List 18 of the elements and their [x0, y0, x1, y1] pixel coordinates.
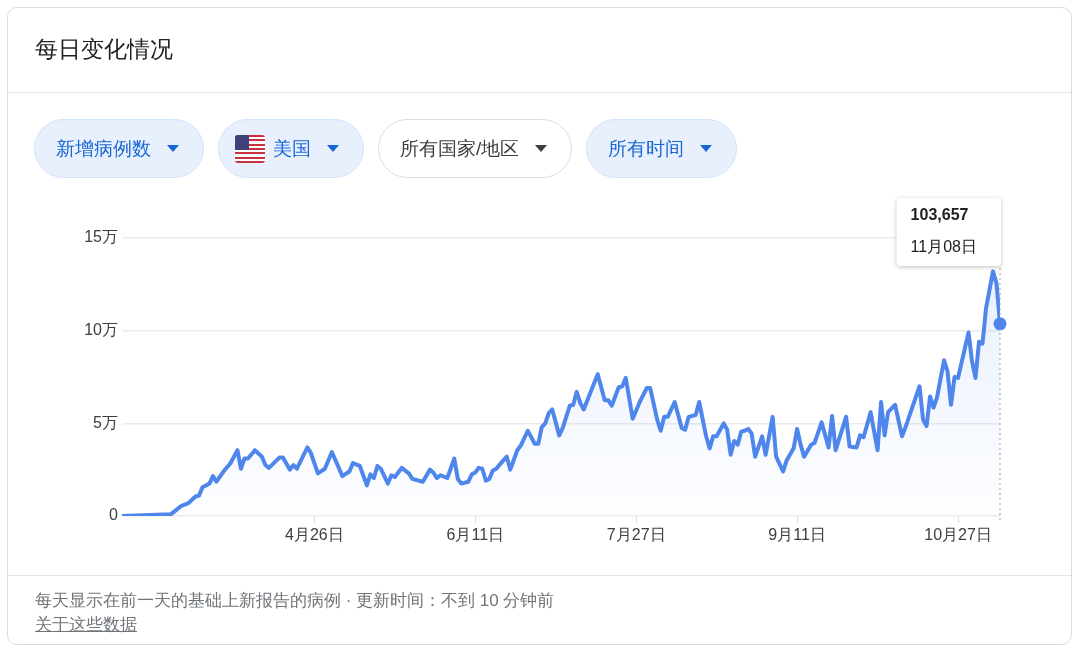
y-tick-label: 15万: [84, 228, 118, 246]
y-tick-label: 10万: [84, 321, 118, 339]
dropdown-button: 所有时间: [586, 119, 738, 178]
x-tick-label: 7月27日: [606, 526, 666, 544]
y-tick-label: 0: [109, 506, 119, 524]
chart-title: 每日变化情况: [35, 35, 173, 63]
dropdown-button: 美国: [218, 119, 364, 178]
x-tick-label: 6月11日: [446, 526, 505, 544]
text: 103,657: [910, 206, 969, 224]
text: 每天显示在前一天的基础上新报告的病例 · 更新时间：不到 10 分钟前: [35, 590, 555, 612]
x-tick-label: 10月27日: [924, 526, 992, 544]
x-tick-label: 4月26日: [285, 526, 344, 544]
dropdown-button: 所有国家/地区: [378, 119, 573, 178]
annotation: 11月08日: [910, 238, 977, 256]
dropdown-button: 新增病例数: [34, 119, 204, 178]
x-tick-label: 9月11日: [768, 526, 826, 544]
text: 关于这些数据: [35, 614, 137, 636]
y-tick-label: 5万: [93, 413, 118, 431]
